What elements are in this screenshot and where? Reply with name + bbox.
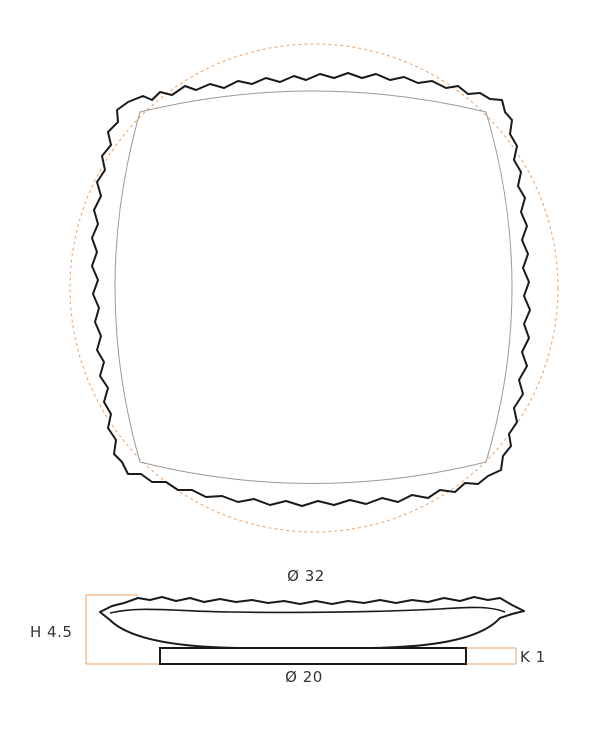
top-view [69, 43, 559, 533]
diameter-guide-circle [69, 43, 559, 533]
side-view [85, 594, 525, 665]
height-label: H 4.5 [30, 623, 72, 641]
plate-outline-top-view [91, 72, 531, 507]
plate-outline-side-view [99, 596, 525, 649]
plate-foot [159, 647, 467, 665]
rim-inner-line [109, 606, 506, 614]
inner-rim-line [114, 90, 513, 484]
foot-thickness-label: K 1 [520, 648, 546, 666]
diameter-top-label: Ø 32 [287, 567, 325, 585]
diameter-base-label: Ø 20 [285, 668, 323, 686]
